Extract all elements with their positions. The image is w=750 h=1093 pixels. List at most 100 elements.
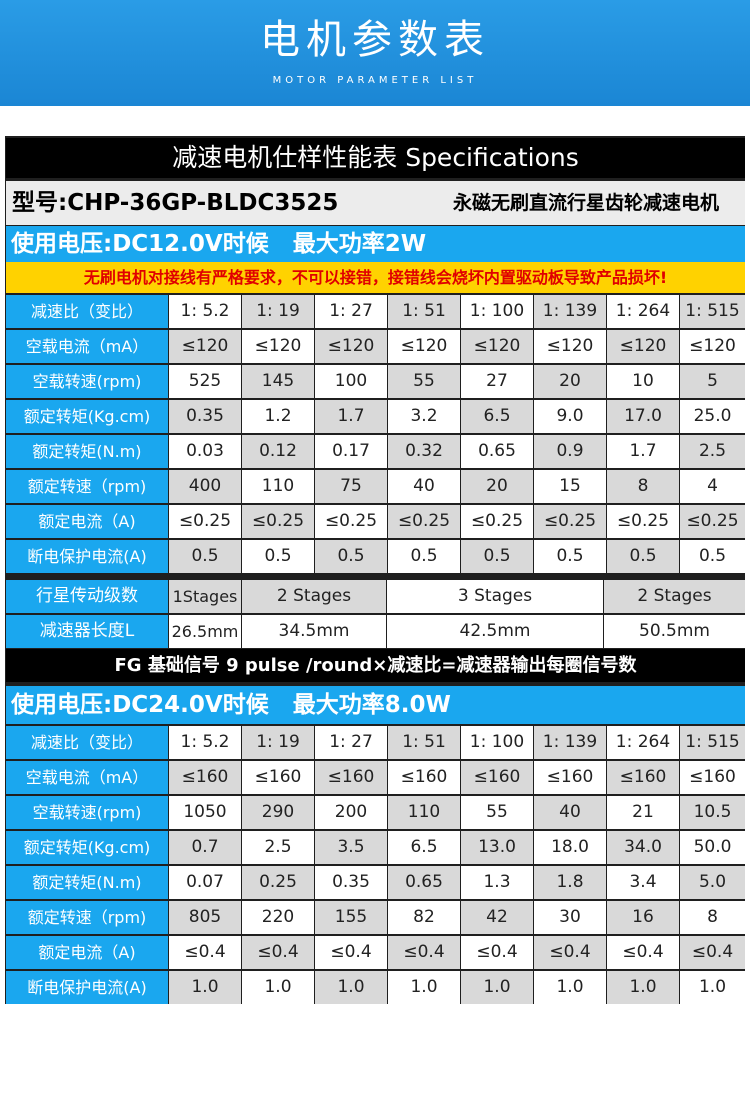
table-cell: ≤120 bbox=[534, 330, 606, 363]
stages-label: 行星传动级数 bbox=[6, 580, 168, 613]
table-cell: 0.5 bbox=[607, 540, 679, 573]
table-cell: ≤0.25 bbox=[534, 505, 606, 538]
table-cell: 1: 515 bbox=[680, 726, 745, 759]
row-label: 额定转矩(N.m) bbox=[6, 435, 168, 468]
table-cell: ≤120 bbox=[169, 330, 241, 363]
table-row: 空载转速(rpm) 525 145 100 55 27 20 10 5 bbox=[6, 365, 745, 398]
stages-cell: 1Stages bbox=[169, 580, 241, 613]
length-cell: 42.5mm bbox=[387, 615, 603, 648]
table-cell: 10 bbox=[607, 365, 679, 398]
table-cell: ≤160 bbox=[680, 761, 745, 794]
table-row: 额定转速（rpm) 400 110 75 40 20 15 8 4 bbox=[6, 470, 745, 503]
model-row: 型号:CHP-36GP-BLDC3525 永磁无刷直流行星齿轮减速电机 bbox=[6, 181, 745, 225]
header-banner: 电机参数表 MOTOR PARAMETER LIST bbox=[0, 0, 750, 106]
table-cell: 220 bbox=[242, 901, 314, 934]
table-cell: 1050 bbox=[169, 796, 241, 829]
row-label: 额定转矩(Kg.cm) bbox=[6, 400, 168, 433]
table-row: 断电保护电流(A) 0.5 0.5 0.5 0.5 0.5 0.5 0.5 0.5 bbox=[6, 540, 745, 573]
row-label: 空载转速(rpm) bbox=[6, 796, 168, 829]
table-cell: 155 bbox=[315, 901, 387, 934]
page-subtitle: MOTOR PARAMETER LIST bbox=[272, 75, 478, 86]
table-cell: ≤0.25 bbox=[680, 505, 745, 538]
model-description: 永磁无刷直流行星齿轮减速电机 bbox=[452, 192, 719, 214]
table-cell: 2.5 bbox=[680, 435, 745, 468]
table-cell: ≤160 bbox=[461, 761, 533, 794]
table-cell: 17.0 bbox=[607, 400, 679, 433]
table-cell: 0.35 bbox=[169, 400, 241, 433]
table-cell: ≤120 bbox=[242, 330, 314, 363]
table-cell: ≤0.25 bbox=[315, 505, 387, 538]
row-label: 额定电流（A) bbox=[6, 936, 168, 969]
table-cell: 82 bbox=[388, 901, 460, 934]
table-cell: 1.7 bbox=[315, 400, 387, 433]
table-cell: 27 bbox=[461, 365, 533, 398]
table-cell: ≤160 bbox=[242, 761, 314, 794]
row-label: 额定转矩(Kg.cm) bbox=[6, 831, 168, 864]
table-row: 空载电流（mA） ≤120 ≤120 ≤120 ≤120 ≤120 ≤120 ≤120 ≤120 bbox=[6, 330, 745, 363]
table-cell: ≤0.25 bbox=[388, 505, 460, 538]
length-row: 减速器长度L 26.5mm 34.5mm 42.5mm 50.5mm bbox=[6, 615, 745, 648]
table-cell: ≤0.4 bbox=[169, 936, 241, 969]
row-label: 额定电流（A) bbox=[6, 505, 168, 538]
table-cell: 30 bbox=[534, 901, 606, 934]
table-cell: 0.5 bbox=[680, 540, 745, 573]
power-24v: 最大功率8.0W bbox=[292, 692, 451, 718]
row-label: 空载转速(rpm) bbox=[6, 365, 168, 398]
table-cell: ≤160 bbox=[607, 761, 679, 794]
row-label: 额定转矩(N.m) bbox=[6, 866, 168, 899]
table-cell: ≤0.4 bbox=[534, 936, 606, 969]
table-cell: 20 bbox=[534, 365, 606, 398]
table-cell: 2.5 bbox=[242, 831, 314, 864]
table-cell: ≤0.4 bbox=[388, 936, 460, 969]
length-label: 减速器长度L bbox=[6, 615, 168, 648]
table-cell: 0.65 bbox=[388, 866, 460, 899]
voltage-24v: 使用电压:DC24.0V时候 bbox=[11, 692, 269, 718]
table-cell: ≤160 bbox=[534, 761, 606, 794]
table-cell: 75 bbox=[315, 470, 387, 503]
table-cell: 1: 5.2 bbox=[169, 295, 241, 328]
table-cell: ≤120 bbox=[388, 330, 460, 363]
table-cell: 1: 5.2 bbox=[169, 726, 241, 759]
table-cell: 290 bbox=[242, 796, 314, 829]
table-cell: 8 bbox=[607, 470, 679, 503]
table-cell: 40 bbox=[388, 470, 460, 503]
table-cell: 6.5 bbox=[388, 831, 460, 864]
table-cell: 805 bbox=[169, 901, 241, 934]
table-cell: ≤160 bbox=[388, 761, 460, 794]
stages-cell: 2 Stages bbox=[604, 580, 745, 613]
table-cell: 1: 19 bbox=[242, 295, 314, 328]
table-row: 额定转速（rpm) 805 220 155 82 42 30 16 8 bbox=[6, 901, 745, 934]
table-cell: 1: 19 bbox=[242, 726, 314, 759]
stages-row: 行星传动级数 1Stages 2 Stages 3 Stages 2 Stage… bbox=[6, 580, 745, 613]
table-cell: 5.0 bbox=[680, 866, 745, 899]
table-cell: 55 bbox=[388, 365, 460, 398]
table-cell: ≤160 bbox=[169, 761, 241, 794]
table-cell: 110 bbox=[242, 470, 314, 503]
table-cell: 0.5 bbox=[169, 540, 241, 573]
table-cell: 3.5 bbox=[315, 831, 387, 864]
table-cell: 5 bbox=[680, 365, 745, 398]
row-label: 断电保护电流(A) bbox=[6, 971, 168, 1004]
row-label: 额定转速（rpm) bbox=[6, 470, 168, 503]
table-cell: ≤0.25 bbox=[169, 505, 241, 538]
table-cell: 110 bbox=[388, 796, 460, 829]
table-row: 减速比（变比） 1: 5.2 1: 19 1: 27 1: 51 1: 100 1: 139… bbox=[6, 726, 745, 759]
table-cell: 3.2 bbox=[388, 400, 460, 433]
table-cell: 20 bbox=[461, 470, 533, 503]
table-cell: 0.65 bbox=[461, 435, 533, 468]
table-cell: 0.25 bbox=[242, 866, 314, 899]
power-12v: 最大功率2W bbox=[292, 231, 427, 257]
voltage-12v: 使用电压:DC12.0V时候 bbox=[11, 231, 269, 257]
row-label: 减速比（变比） bbox=[6, 295, 168, 328]
table-cell: ≤160 bbox=[315, 761, 387, 794]
table-cell: 1.8 bbox=[534, 866, 606, 899]
table-cell: 400 bbox=[169, 470, 241, 503]
table-cell: ≤0.4 bbox=[242, 936, 314, 969]
table-cell: 0.5 bbox=[534, 540, 606, 573]
page-title: 电机参数表 bbox=[260, 17, 490, 63]
table-cell: 0.12 bbox=[242, 435, 314, 468]
table-cell: 18.0 bbox=[534, 831, 606, 864]
table-cell: 145 bbox=[242, 365, 314, 398]
table-cell: ≤0.4 bbox=[315, 936, 387, 969]
table-cell: 1: 27 bbox=[315, 295, 387, 328]
